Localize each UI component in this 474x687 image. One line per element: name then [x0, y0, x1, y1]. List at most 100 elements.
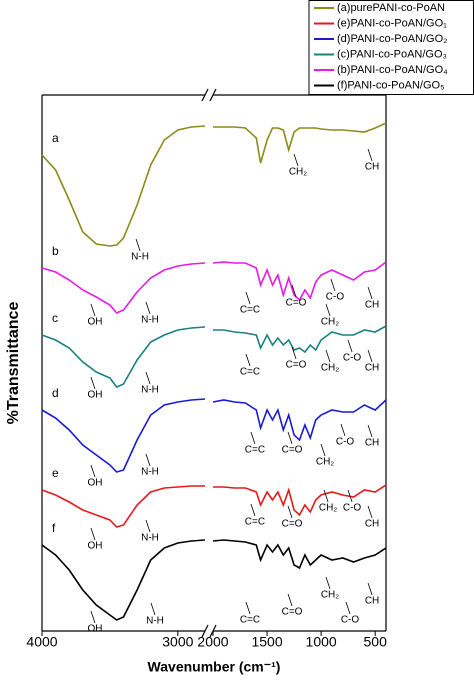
- annotation: CH₂: [289, 167, 307, 178]
- spectrum-line: [212, 539, 387, 570]
- annotation: CH₂: [321, 363, 339, 374]
- annotation-arrow: [291, 346, 297, 360]
- spectrum-line: [41, 125, 206, 247]
- annotation-arrow: [245, 353, 251, 367]
- y-axis-title: %Transmittance: [5, 302, 22, 425]
- annotation: C=O: [286, 298, 307, 309]
- annotation-arrow: [90, 303, 96, 317]
- x-tick-label: 1000: [306, 634, 337, 650]
- spectrum-line: [213, 325, 387, 354]
- annotation-arrow: [245, 601, 251, 615]
- legend-label: (d)PANI-co-PoAN/GO₂: [337, 33, 447, 45]
- annotation: C=C: [245, 445, 265, 456]
- annotation-arrow: [325, 303, 331, 317]
- legend-label: (e)PANI-co-PoAN/GO₁: [337, 17, 447, 29]
- annotation: OH: [87, 478, 102, 489]
- annotation: CH: [365, 300, 379, 311]
- annotation-arrow: [135, 238, 141, 252]
- annotation-arrow: [245, 291, 251, 305]
- annotation-arrow: [150, 602, 156, 616]
- annotation-arrow: [287, 431, 293, 445]
- series-letter: e: [52, 466, 59, 480]
- annotation-arrow: [287, 593, 293, 607]
- annotation-arrow: [291, 284, 297, 298]
- annotation: C-O: [336, 437, 355, 448]
- annotation-arrow: [145, 453, 151, 467]
- legend-label: (c)PANI-co-PoAN/GO₃: [337, 48, 447, 60]
- spectrum-line: [212, 261, 387, 302]
- spectrum-line: [212, 399, 387, 442]
- annotation-arrow: [367, 349, 373, 363]
- spectrum-line: [41, 485, 205, 528]
- annotation-arrow: [90, 527, 96, 541]
- annotation: C=C: [240, 367, 260, 378]
- annotation-arrow: [90, 610, 96, 624]
- annotation-arrow: [145, 371, 151, 385]
- annotation: C-O: [343, 353, 362, 364]
- annotation-arrow: [367, 148, 373, 162]
- annotation: CH: [365, 363, 379, 374]
- annotation-arrow: [367, 286, 373, 300]
- annotation: OH: [87, 624, 102, 635]
- annotation: C=C: [240, 615, 260, 626]
- series-letter: c: [52, 311, 58, 325]
- annotation: CH₂: [316, 457, 334, 468]
- annotation: C=C: [240, 305, 260, 316]
- frame: [41, 88, 387, 638]
- annotation-arrow: [323, 489, 329, 503]
- annotation-arrow: [330, 278, 336, 292]
- annotation: N-H: [141, 385, 159, 396]
- annotation: CH₂: [321, 317, 339, 328]
- annotation: N-H: [141, 315, 159, 326]
- spectrum-line: [213, 122, 387, 164]
- annotation: C-O: [326, 292, 345, 303]
- annotation-arrow: [325, 349, 331, 363]
- annotation-arrow: [367, 424, 373, 438]
- annotation-arrow: [293, 153, 299, 167]
- series-letter: f: [52, 521, 56, 535]
- annotation: OH: [87, 390, 102, 401]
- annotation: CH: [365, 519, 379, 530]
- legend-label: (b)PANI-co-PoAN/GO₄: [337, 64, 448, 76]
- series-letter: d: [52, 386, 59, 400]
- spectrum-line: [41, 398, 206, 473]
- annotation-arrow: [320, 443, 326, 457]
- x-tick-label: 3000: [162, 634, 193, 650]
- series-letter: b: [52, 244, 59, 258]
- series-letter: a: [52, 131, 59, 145]
- annotation: CH₂: [319, 503, 337, 514]
- x-axis-title: Wavenumber (cm⁻¹): [148, 659, 281, 675]
- annotation: C=O: [282, 519, 303, 530]
- annotation: CH₂: [321, 590, 339, 601]
- x-tick-label: 4000: [26, 634, 57, 650]
- annotation-arrow: [90, 376, 96, 390]
- spectrum-line: [213, 484, 387, 517]
- x-tick-label: 2000: [197, 634, 228, 650]
- annotation-arrow: [347, 339, 353, 353]
- annotation: C-O: [343, 503, 362, 514]
- annotation-arrow: [250, 431, 256, 445]
- annotation: CH: [365, 438, 379, 449]
- x-tick-label: 1500: [251, 634, 282, 650]
- annotation: CH: [365, 162, 379, 173]
- annotation-arrow: [367, 505, 373, 519]
- spectrum-line: [41, 326, 206, 388]
- annotation-arrow: [345, 601, 351, 615]
- annotation: N-H: [131, 252, 149, 263]
- x-tick-label: 500: [364, 634, 388, 650]
- legend-label: (a)purePANI-co-PoAN: [337, 2, 445, 14]
- annotation: OH: [87, 317, 102, 328]
- annotation-arrow: [367, 582, 373, 596]
- annotation: N-H: [141, 533, 159, 544]
- annotation-arrow: [347, 489, 353, 503]
- legend-label: (f)PANI-co-PoAN/GO₅: [337, 79, 445, 91]
- annotation: OH: [87, 541, 102, 552]
- annotation: N-H: [146, 616, 164, 627]
- annotation: C=O: [282, 445, 303, 456]
- legend-box: [308, 0, 474, 95]
- annotation-arrow: [145, 301, 151, 315]
- annotation: N-H: [141, 467, 159, 478]
- annotation: CH: [365, 596, 379, 607]
- annotation-arrow: [340, 423, 346, 437]
